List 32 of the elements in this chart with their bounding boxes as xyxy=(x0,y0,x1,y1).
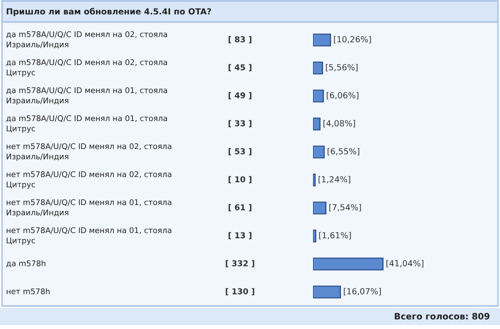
text: [ 61 ] xyxy=(228,204,252,212)
data-label: [16,07%] xyxy=(344,288,381,296)
bar xyxy=(313,202,326,214)
text: [ 332 ] xyxy=(226,260,254,268)
bar xyxy=(313,174,316,186)
bar xyxy=(313,62,324,74)
text: [ 45 ] xyxy=(228,64,252,72)
text: Всего голосов: 809 xyxy=(394,312,490,320)
bar xyxy=(313,146,325,158)
text: [ 10 ] xyxy=(228,176,252,184)
text: Пришло ли вам обновление 4.5.4I по OTA? xyxy=(6,8,211,16)
text: [ 49 ] xyxy=(228,92,252,100)
text: [ 83 ] xyxy=(228,36,252,44)
bar xyxy=(313,286,341,298)
bar xyxy=(313,230,316,242)
data-label: [5,56%] xyxy=(326,64,358,72)
bar xyxy=(313,90,324,102)
data-label: [1,61%] xyxy=(319,232,351,240)
bar xyxy=(313,258,384,270)
data-label: [41,04%] xyxy=(386,260,424,268)
text: [ 13 ] xyxy=(228,232,252,240)
bar xyxy=(313,34,332,46)
bar xyxy=(313,118,321,130)
data-label: [6,06%] xyxy=(326,92,358,100)
data-label: [6,55%] xyxy=(328,148,360,156)
data-label: [10,26%] xyxy=(334,36,371,44)
text: [ 53 ] xyxy=(228,148,252,156)
data-label: [1,24%] xyxy=(318,176,350,184)
data-label: [4,08%] xyxy=(323,120,355,128)
text: [ 33 ] xyxy=(228,120,252,128)
data-label: [7,54%] xyxy=(329,204,361,212)
text: [ 130 ] xyxy=(226,288,254,296)
